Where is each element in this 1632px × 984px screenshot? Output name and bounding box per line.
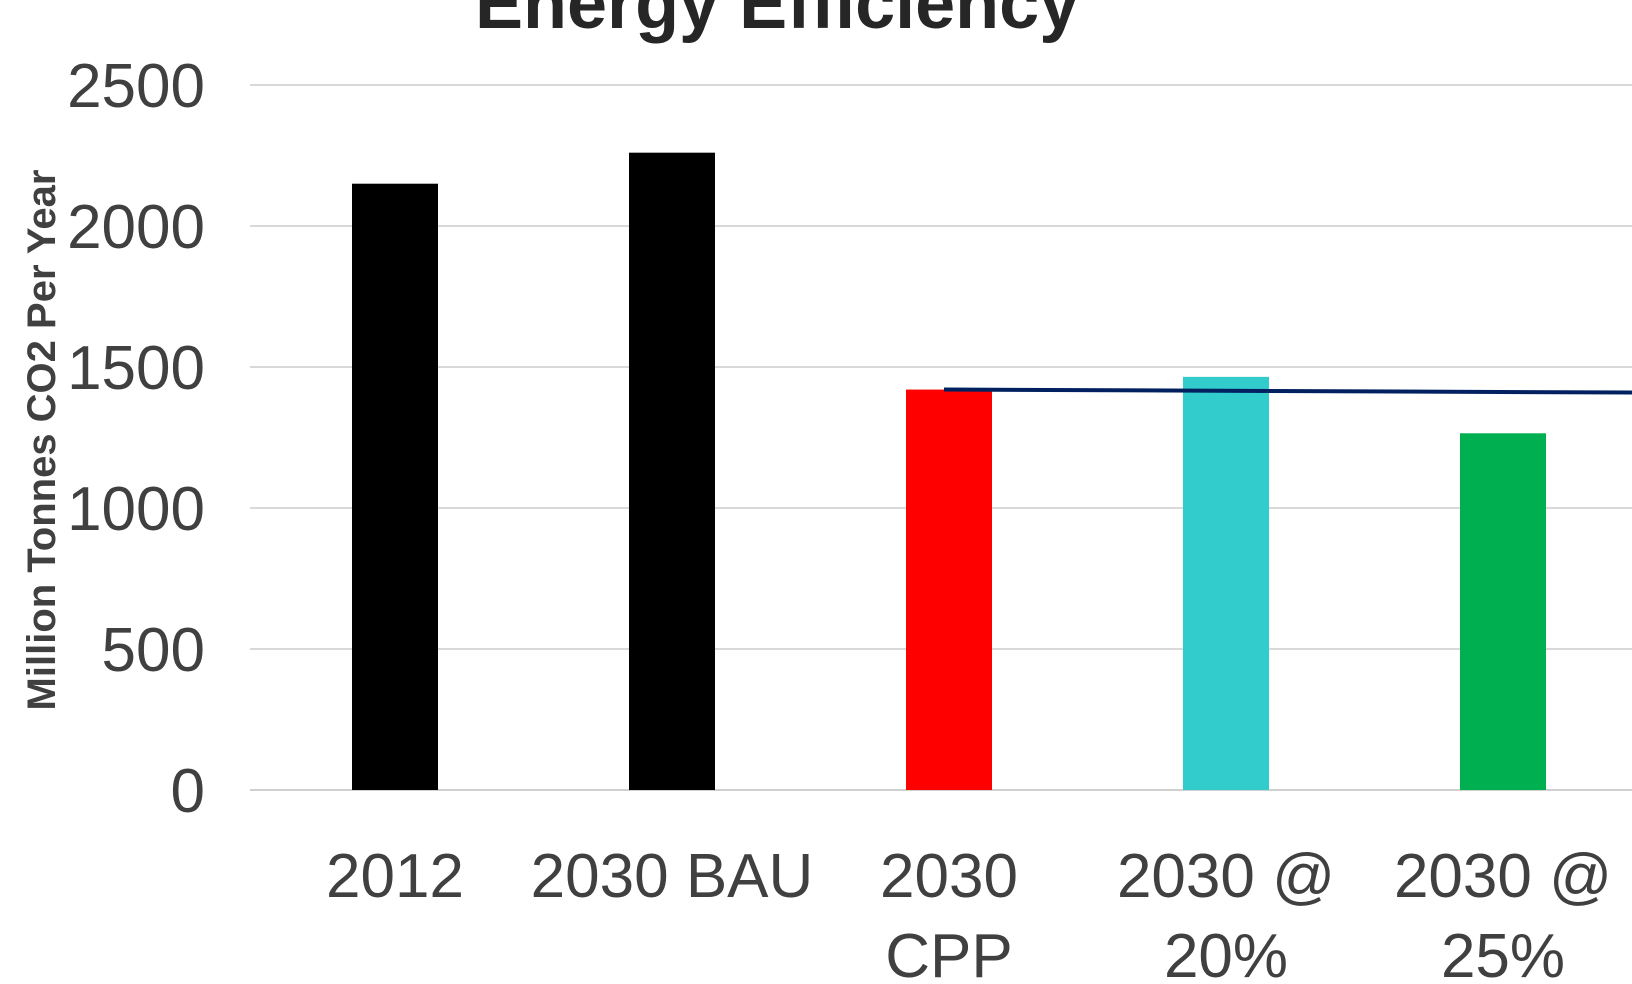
bar xyxy=(1183,377,1269,790)
x-category-label-line: 20% xyxy=(1164,922,1288,984)
chart-title: Energy Efficiency xyxy=(475,0,1079,44)
x-category-label-line: CPP xyxy=(885,922,1012,984)
x-category-label-line: 2030 @ xyxy=(1394,842,1612,911)
y-axis-ticks: 0 500 1000 1500 2000 2500 xyxy=(67,52,205,826)
y-tick-label: 2000 xyxy=(67,193,205,262)
reference-line-layer xyxy=(944,390,1632,393)
y-tick-label: 2500 xyxy=(67,52,205,121)
x-category-label-line: 2012 xyxy=(326,842,464,911)
x-category-label-line: 2030 BAU xyxy=(531,842,814,911)
x-category-label: 2030 @ 20% xyxy=(1117,842,1335,984)
bar xyxy=(1460,433,1546,790)
y-axis-label: Million Tonnes CO2 Per Year xyxy=(20,170,64,711)
x-category-label: 2030 BAU xyxy=(531,842,814,911)
x-axis-categories: 2012 2030 BAU 2030 CPP 2030 @ 20% 2030 @ 25% xyxy=(326,842,1612,984)
reference-line xyxy=(944,390,1632,393)
x-category-label: 2030 @ 25% xyxy=(1394,842,1612,984)
bar xyxy=(629,153,715,790)
x-category-label-line: 2030 xyxy=(880,842,1018,911)
x-category-label-line: 2030 @ xyxy=(1117,842,1335,911)
bar xyxy=(906,390,992,790)
chart-title-layer: Energy Efficiency xyxy=(475,0,1079,44)
y-tick-label: 1500 xyxy=(67,334,205,403)
bars xyxy=(352,153,1546,790)
bar xyxy=(352,184,438,790)
y-tick-label: 500 xyxy=(102,616,205,685)
x-category-label: 2012 xyxy=(326,842,464,911)
y-tick-label: 1000 xyxy=(67,475,205,544)
y-tick-label: 0 xyxy=(171,757,205,826)
x-category-label-line: 25% xyxy=(1441,922,1565,984)
x-category-label: 2030 CPP xyxy=(880,842,1018,984)
